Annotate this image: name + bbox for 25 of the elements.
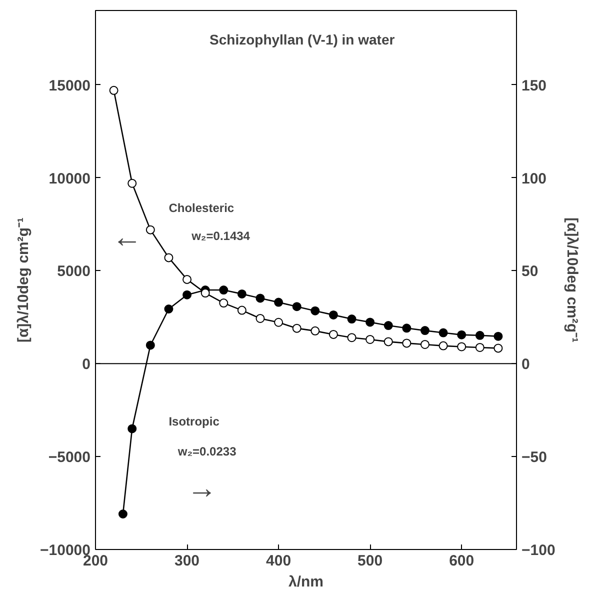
x-axis-title: λ/nm (288, 574, 324, 590)
y2-tick-label: 100 (522, 170, 547, 188)
y2-tick-label: −100 (522, 542, 556, 559)
y-axis-title: [α]λ/10deg cm²g⁻¹ (15, 217, 32, 343)
y2-tick-label: −50 (522, 449, 547, 466)
y-tick-label: 15000 (48, 77, 91, 94)
x-tick-label: 600 (449, 552, 474, 570)
text: Schizophyllan (V-1) in water (210, 32, 396, 48)
y2-tick-label: 0 (522, 356, 530, 374)
annotation: w₂=0.1434 (190, 228, 250, 243)
x-tick-label: 300 (174, 552, 200, 570)
annotation: Isotropic (168, 414, 220, 429)
y-tick-label: −5000 (48, 449, 91, 466)
annotation: → (187, 472, 218, 505)
y2-tick-label: 150 (522, 77, 547, 94)
y-tick-label: 5000 (57, 263, 91, 280)
x-tick-label: 400 (266, 552, 292, 570)
y2-tick-label: 50 (522, 263, 538, 280)
y2-axis-title: [α]λ/10deg cm²g⁻¹ (563, 217, 580, 343)
y-tick-label: 0 (82, 356, 90, 374)
annotation: w₂=0.0233 (176, 444, 237, 458)
x-tick-label: 500 (358, 552, 383, 570)
y-tick-label: 10000 (48, 170, 91, 188)
annotation: Cholesteric (168, 200, 234, 215)
annotation: ← (112, 220, 142, 254)
